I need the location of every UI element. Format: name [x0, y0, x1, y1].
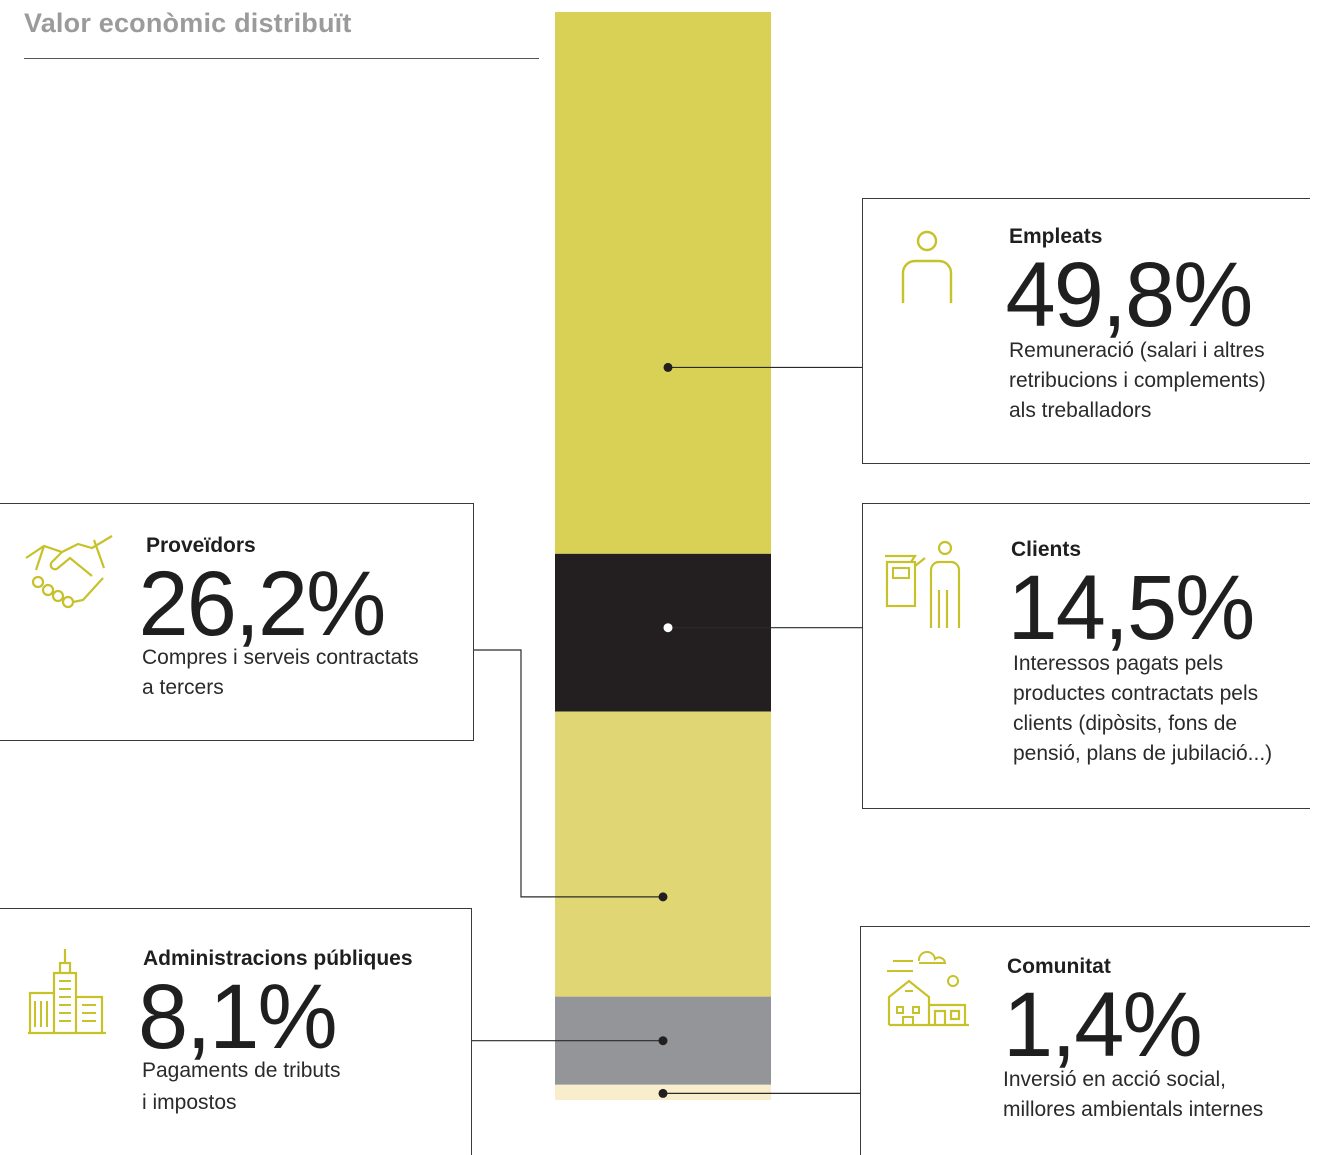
description-line: als treballadors [1009, 399, 1152, 422]
percentage-value: 8,1% [138, 966, 338, 1068]
description-line: Remuneració (salari i altres [1009, 339, 1265, 362]
percentage-value: 1,4% [1003, 974, 1203, 1076]
category-label: Comunitat [1007, 955, 1111, 978]
connector-dot-empleats [663, 362, 673, 372]
percentage-value: 14,5% [1007, 557, 1256, 659]
connector-proveidors [474, 649, 663, 898]
page-title: Valor econòmic distribuït [24, 8, 352, 38]
category-label: Proveïdors [146, 534, 256, 557]
percentage-value: 26,2% [138, 553, 387, 655]
city-buildings-icon [28, 949, 106, 1035]
description-line: clients (dipòsits, fons de [1013, 712, 1238, 735]
bar-segment-empleats [555, 12, 771, 554]
description-line: retribucions i complements) [1009, 369, 1266, 392]
description-line: Pagaments de tributs [142, 1059, 341, 1082]
bar-segment-clients [555, 553, 771, 712]
atm-client-icon [885, 540, 961, 628]
description-line: Inversió en acció social, [1003, 1068, 1226, 1091]
description-line: millores ambientals internes [1003, 1098, 1264, 1121]
title-divider [24, 58, 539, 59]
connector-dot-comunitat [658, 1088, 668, 1098]
card-empleats: Empleats 49,8% Remuneració (salari i alt… [862, 198, 1310, 464]
percentage-value: 49,8% [1005, 244, 1254, 346]
description-line: pensió, plans de jubilació...) [1013, 742, 1273, 765]
connector-dot-administracions [658, 1036, 668, 1046]
card-proveidors: Proveïdors 26,2% Compres i serveis contr… [0, 503, 474, 741]
description-line: Interessos pagats pels [1013, 652, 1224, 675]
card-administracions: Administracions públiques 8,1% Pagaments… [0, 908, 472, 1155]
description-line: productes contractats pels [1013, 682, 1259, 705]
person-icon [901, 230, 953, 303]
category-label: Clients [1011, 538, 1082, 561]
description-line: i impostos [142, 1091, 237, 1114]
bar-segment-prove-dors [555, 711, 771, 997]
community-house-icon [887, 951, 969, 1027]
handshake-icon [25, 535, 113, 609]
connector-dot-clients [663, 623, 673, 633]
category-label: Empleats [1009, 225, 1103, 248]
card-clients: Clients 14,5% Interessos pagats pels pro… [862, 503, 1310, 809]
category-label: Administracions públiques [143, 947, 413, 970]
description-line: Compres i serveis contractats [142, 646, 419, 669]
description-line: a tercers [142, 676, 224, 699]
connector-dot-proveidors [658, 892, 668, 902]
card-comunitat: Comunitat 1,4% Inversió en acció social,… [860, 926, 1310, 1155]
